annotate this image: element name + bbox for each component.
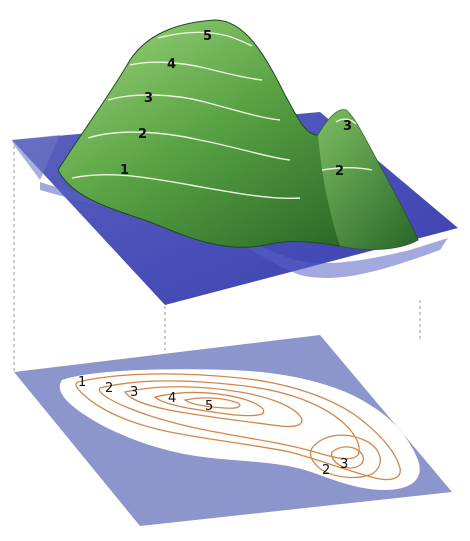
map-land [59, 369, 420, 490]
hill-label-3: 3 [144, 91, 153, 106]
map-label-right-2: 2 [322, 463, 330, 478]
hill-label-4: 4 [167, 57, 176, 72]
hill-contours [71, 31, 373, 200]
map-contour-1 [75, 373, 401, 481]
map-contour-4 [153, 391, 265, 417]
map-contour-3 [123, 386, 303, 428]
map-label-1: 1 [78, 375, 86, 390]
hill-contour-1 [71, 173, 301, 200]
hill-label-5: 5 [203, 29, 212, 44]
map-contour-right-2 [309, 434, 381, 479]
hill-3d: 1 2 3 4 5 2 3 [57, 19, 419, 250]
small-peak-shading [318, 109, 418, 250]
map-contour-2 [98, 380, 360, 460]
contour-map: 1 2 3 4 5 2 3 [14, 335, 452, 526]
map-label-4: 4 [168, 391, 176, 406]
map-label-5: 5 [205, 399, 213, 414]
hill-contour-3 [107, 94, 281, 121]
hill-label-1: 1 [120, 163, 129, 178]
small-contour-2 [321, 167, 373, 171]
map-contour-right-3 [331, 446, 364, 469]
small-contour-3 [335, 118, 357, 125]
hill-contour-4 [129, 61, 263, 81]
map-label-right-3: 3 [340, 457, 348, 472]
map-label-3: 3 [130, 385, 138, 400]
hill-contour-2 [87, 131, 291, 161]
hill-contour-5 [157, 31, 253, 47]
map-contours [75, 373, 401, 481]
map-contour-5 [183, 397, 241, 409]
hill-label-2: 2 [138, 127, 147, 142]
projection-guides [13, 140, 421, 372]
water-surface-light [12, 135, 60, 180]
map-label-2: 2 [105, 381, 113, 396]
small-peak-label-2: 2 [335, 164, 344, 179]
small-peak-label-3: 3 [343, 119, 352, 134]
